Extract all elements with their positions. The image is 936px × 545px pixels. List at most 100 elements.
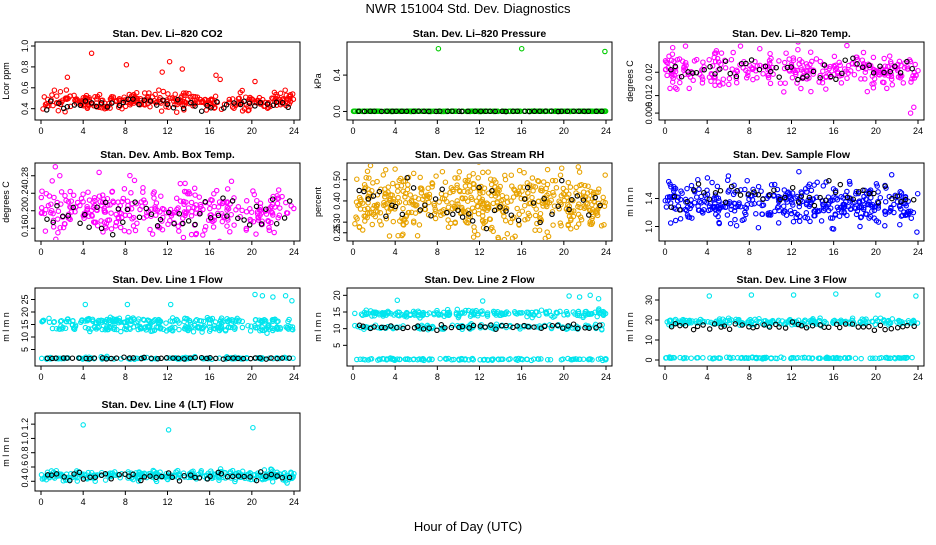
point	[373, 202, 380, 209]
point	[277, 90, 284, 97]
point	[41, 475, 47, 482]
point	[888, 325, 895, 332]
point	[677, 216, 684, 222]
point	[817, 194, 823, 201]
point	[394, 297, 401, 304]
point	[668, 183, 674, 190]
point	[878, 355, 884, 361]
point	[197, 201, 204, 208]
point	[481, 356, 488, 363]
y-tick-label: 10	[644, 335, 654, 345]
x-tick-label: 4	[81, 497, 86, 507]
point	[151, 195, 157, 201]
point	[710, 205, 717, 211]
x-tick-label: 8	[123, 126, 128, 136]
point	[708, 70, 715, 77]
point	[387, 356, 394, 362]
x-tick-label: 12	[786, 372, 796, 382]
point	[196, 194, 203, 200]
point	[818, 218, 825, 224]
point	[39, 209, 45, 216]
point	[733, 79, 740, 86]
point	[272, 316, 278, 323]
data-points	[38, 164, 297, 248]
point	[88, 100, 95, 106]
point	[419, 186, 425, 193]
point	[833, 291, 839, 297]
point	[400, 231, 406, 237]
point	[577, 204, 583, 211]
point	[58, 189, 65, 195]
point	[67, 475, 73, 481]
point	[216, 477, 222, 484]
point	[392, 166, 398, 172]
point	[695, 207, 702, 213]
point	[152, 204, 158, 210]
point	[870, 85, 877, 91]
point	[467, 214, 473, 220]
point	[844, 355, 851, 361]
point	[219, 218, 226, 225]
x-tick-label: 4	[393, 247, 398, 257]
point	[599, 327, 605, 333]
point	[421, 193, 428, 200]
point	[126, 473, 132, 480]
panel-title: Stan. Dev. Line 3 Flow	[736, 274, 847, 286]
point	[449, 108, 455, 114]
point	[268, 209, 275, 215]
point	[207, 326, 214, 333]
point	[543, 309, 550, 315]
point	[539, 188, 545, 194]
point	[532, 227, 538, 233]
point	[185, 218, 192, 224]
point	[124, 301, 131, 308]
point	[393, 108, 399, 114]
point	[141, 354, 147, 361]
point	[138, 477, 144, 484]
point	[915, 67, 921, 74]
point	[669, 44, 676, 51]
point	[107, 473, 113, 479]
point	[787, 194, 794, 201]
point	[551, 108, 558, 115]
point	[208, 105, 214, 111]
x-tick-label: 12	[786, 126, 796, 136]
point	[459, 108, 465, 115]
point	[782, 325, 789, 331]
point	[830, 226, 837, 232]
point	[175, 355, 182, 361]
point	[682, 322, 689, 329]
point	[672, 185, 679, 192]
point	[365, 108, 371, 115]
point	[718, 50, 725, 56]
point	[400, 323, 406, 329]
point	[823, 179, 829, 185]
x-tick-label: 16	[517, 372, 527, 382]
point	[782, 194, 788, 201]
point	[77, 102, 84, 109]
point	[188, 231, 195, 238]
point	[726, 354, 733, 361]
point	[758, 188, 764, 194]
point	[789, 319, 796, 325]
point	[202, 227, 208, 233]
point	[679, 317, 686, 323]
point	[728, 56, 735, 63]
point	[788, 210, 795, 217]
point	[781, 65, 788, 72]
point	[722, 65, 729, 71]
point	[526, 108, 533, 115]
point	[361, 108, 368, 115]
point	[411, 356, 417, 362]
point	[88, 244, 92, 248]
point	[580, 356, 587, 362]
point	[853, 188, 860, 195]
point	[62, 192, 68, 199]
point	[470, 322, 477, 329]
point	[127, 172, 133, 179]
point	[207, 215, 214, 221]
point	[422, 202, 428, 208]
point	[452, 175, 458, 181]
point	[205, 97, 212, 104]
point	[115, 206, 122, 212]
